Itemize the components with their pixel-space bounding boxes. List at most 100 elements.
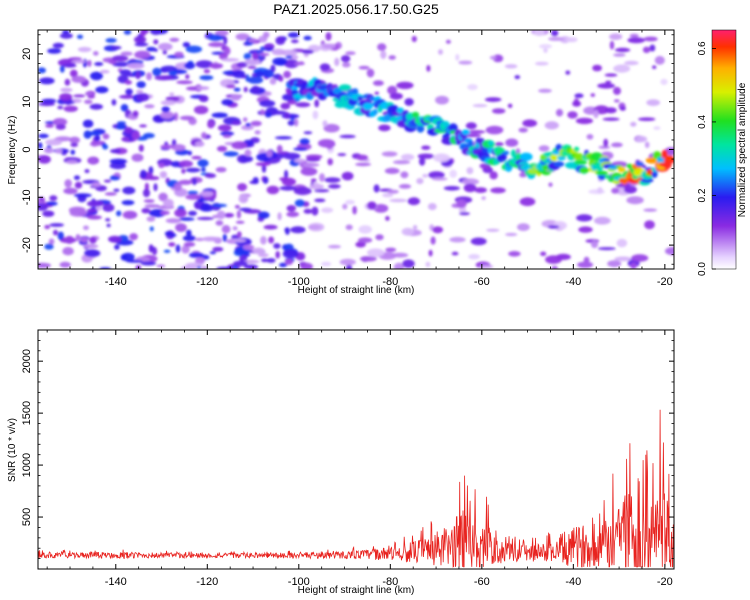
heatmap-noise-cell bbox=[624, 60, 639, 66]
heatmap-ridge-cell bbox=[557, 155, 566, 161]
heatmap-noise-cell bbox=[522, 119, 538, 127]
heatmap-noise-cell bbox=[402, 259, 415, 269]
heatmap-noise-cell bbox=[209, 251, 217, 255]
heatmap-noise-cell bbox=[89, 103, 104, 110]
heatmap-noise-cell bbox=[121, 200, 135, 206]
heatmap-noise-cell bbox=[199, 75, 214, 81]
heatmap-noise-cell bbox=[185, 194, 202, 200]
heatmap-noise-cell bbox=[209, 63, 224, 69]
heatmap-noise-cell bbox=[200, 202, 211, 211]
heatmap-noise-cell bbox=[204, 173, 217, 179]
heatmap-noise-cell bbox=[82, 119, 94, 128]
heatmap-noise-cell bbox=[278, 75, 284, 82]
heatmap-noise-cell bbox=[71, 75, 86, 83]
heatmap-noise-cell bbox=[359, 256, 377, 262]
heatmap-noise-cell bbox=[294, 199, 305, 207]
heatmap-noise-cell bbox=[112, 61, 131, 67]
heatmap-noise-cell bbox=[428, 171, 445, 179]
heatmap-noise-cell bbox=[201, 167, 206, 173]
heatmap-noise-cell bbox=[74, 181, 83, 189]
heatmap-noise-cell bbox=[385, 247, 397, 252]
heatmap-noise-cell bbox=[93, 51, 99, 56]
heatmap-noise-cell bbox=[474, 187, 487, 194]
heatmap-noise-cell bbox=[189, 252, 204, 258]
heatmap-noise-cell bbox=[207, 120, 215, 129]
heatmap-noise-cell bbox=[619, 106, 626, 111]
heatmap-noise-cell bbox=[398, 184, 412, 189]
heatmap-noise-cell bbox=[285, 55, 293, 59]
heatmap-noise-cell bbox=[136, 93, 150, 102]
heatmap-noise-cell bbox=[605, 80, 612, 84]
heatmap-noise-cell bbox=[519, 197, 536, 207]
heatmap-noise-cell bbox=[490, 187, 506, 194]
heatmap-noise-cell bbox=[282, 249, 299, 259]
heatmap-noise-cell bbox=[638, 117, 656, 121]
heatmap-noise-cell bbox=[301, 49, 314, 54]
heatmap-noise-cell bbox=[611, 187, 620, 194]
heatmap-noise-cell bbox=[303, 35, 312, 41]
heatmap-noise-cell bbox=[328, 184, 341, 189]
heatmap-noise-cell bbox=[38, 203, 48, 211]
heatmap-noise-cell bbox=[44, 243, 54, 250]
heatmap-noise-cell bbox=[412, 225, 418, 230]
heatmap-noise-cell bbox=[374, 91, 379, 95]
heatmap-noise-cell bbox=[195, 60, 213, 69]
heatmap-noise-cell bbox=[61, 100, 76, 105]
heatmap-noise-cell bbox=[87, 59, 92, 67]
y-tick-label: 2000 bbox=[21, 349, 33, 373]
heatmap-noise-cell bbox=[182, 42, 191, 48]
heatmap-noise-cell bbox=[194, 203, 200, 210]
heatmap-noise-cell bbox=[84, 99, 93, 105]
heatmap-noise-cell bbox=[310, 178, 317, 183]
heatmap-noise-cell bbox=[162, 49, 167, 55]
heatmap-noise-cell bbox=[443, 186, 460, 191]
heatmap-noise-cell bbox=[236, 210, 242, 219]
heatmap-noise-cell bbox=[273, 243, 281, 249]
heatmap-noise-cell bbox=[433, 153, 450, 163]
heatmap-noise-cell bbox=[164, 231, 172, 236]
heatmap-noise-cell bbox=[59, 261, 71, 268]
heatmap-noise-cell bbox=[160, 100, 176, 106]
heatmap-noise-cell bbox=[653, 126, 661, 130]
heatmap-noise-cell bbox=[295, 102, 311, 108]
heatmap-noise-cell bbox=[385, 216, 390, 221]
heatmap-noise-cell bbox=[54, 148, 63, 154]
heatmap-noise-cell bbox=[38, 142, 43, 150]
heatmap-noise-cell bbox=[95, 86, 109, 94]
heatmap-noise-cell bbox=[263, 224, 278, 230]
heatmap-noise-cell bbox=[120, 51, 133, 56]
heatmap-noise-cell bbox=[148, 244, 154, 253]
heatmap-noise-cell bbox=[517, 223, 530, 232]
heatmap-noise-cell bbox=[49, 195, 58, 201]
heatmap-noise-cell bbox=[492, 108, 506, 114]
heatmap-noise-cell bbox=[613, 53, 626, 57]
heatmap-noise-cell bbox=[263, 69, 274, 78]
heatmap-noise-cell bbox=[425, 261, 431, 268]
heatmap-noise-cell bbox=[366, 201, 377, 210]
heatmap-noise-cell bbox=[223, 36, 228, 45]
heatmap-noise-cell bbox=[284, 59, 299, 69]
heatmap-noise-cell bbox=[202, 236, 220, 242]
heatmap-noise-cell bbox=[455, 54, 460, 61]
heatmap-noise-cell bbox=[426, 65, 431, 72]
heatmap-noise-cell bbox=[121, 252, 135, 262]
heatmap-noise-cell bbox=[391, 252, 409, 258]
heatmap-noise-cell bbox=[290, 226, 306, 234]
heatmap-noise-cell bbox=[630, 121, 637, 127]
heatmap-noise-cell bbox=[232, 265, 238, 269]
heatmap-noise-cell bbox=[196, 216, 214, 221]
heatmap-noise-cell bbox=[514, 75, 521, 80]
heatmap-ridge-cell bbox=[510, 149, 517, 158]
heatmap-noise-cell bbox=[389, 198, 408, 203]
heatmap-noise-cell bbox=[69, 209, 87, 217]
heatmap-noise-cell bbox=[358, 237, 373, 243]
heatmap-noise-cell bbox=[284, 169, 289, 179]
heatmap-noise-cell bbox=[212, 246, 224, 252]
heatmap-noise-cell bbox=[231, 121, 242, 126]
heatmap-noise-cell bbox=[285, 227, 290, 235]
heatmap-noise-cell bbox=[77, 46, 92, 53]
heatmap-noise-cell bbox=[91, 182, 102, 188]
heatmap-noise-cell bbox=[115, 124, 127, 130]
heatmap-noise-cell bbox=[124, 80, 132, 85]
heatmap-noise-cell bbox=[590, 240, 599, 249]
